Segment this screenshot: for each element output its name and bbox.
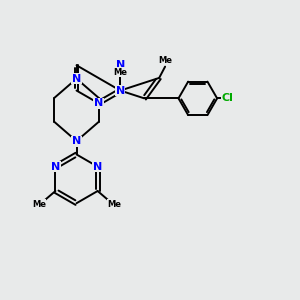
Text: N: N xyxy=(72,136,81,146)
Text: N: N xyxy=(94,98,103,108)
Text: Me: Me xyxy=(158,56,172,64)
Text: N: N xyxy=(116,60,125,70)
Text: Me: Me xyxy=(107,200,121,209)
Text: Me: Me xyxy=(113,68,127,76)
Text: N: N xyxy=(72,74,81,84)
Text: N: N xyxy=(93,162,102,172)
Text: N: N xyxy=(116,85,125,96)
Text: Cl: Cl xyxy=(222,93,234,103)
Text: N: N xyxy=(51,162,60,172)
Text: Me: Me xyxy=(32,200,46,209)
